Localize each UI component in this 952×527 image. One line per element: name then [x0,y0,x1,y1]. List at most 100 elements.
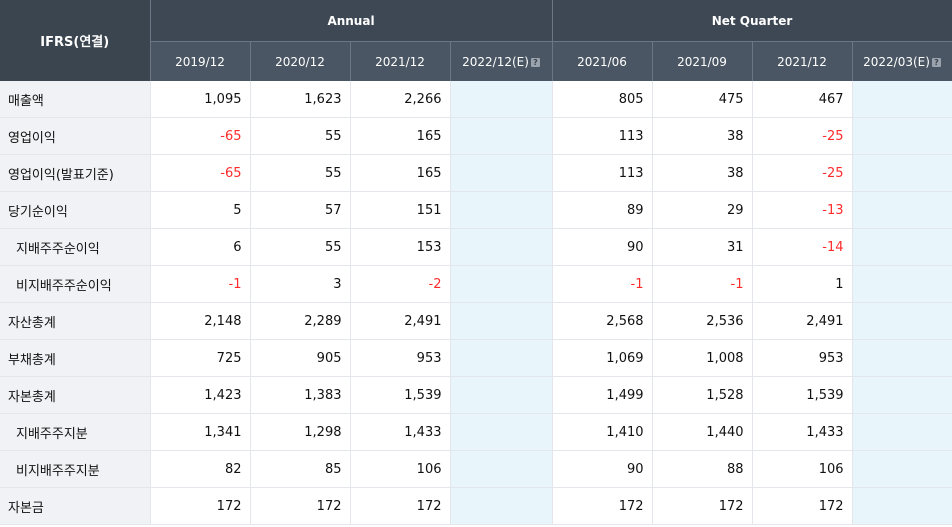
value-cell: 165 [350,117,451,155]
value-cell: 57 [250,191,351,229]
value-cell: -1 [552,265,653,303]
value-cell: -13 [752,191,853,229]
value-cell: 55 [250,117,351,155]
value-cell: 475 [652,81,753,118]
estimate-cell [450,302,553,340]
value-cell: 6 [150,228,251,266]
estimate-cell [852,117,952,155]
value-cell: -25 [752,117,853,155]
question-icon[interactable]: ? [931,57,941,67]
row-label: 부채총계 [0,339,151,377]
table-row: 지배주주지분 1,341 1,298 1,433 1,410 1,440 1,433 [0,413,952,451]
row-label: 지배주주지분 [0,413,151,451]
estimate-cell [852,339,952,377]
col-header-annual-3: 2021/12 [350,41,451,81]
estimate-cell [450,376,553,414]
value-cell: 1,433 [350,413,451,451]
value-cell: 38 [652,154,753,192]
estimate-cell [852,302,952,340]
value-cell: 953 [350,339,451,377]
col-header-label: 2021/09 [677,54,727,69]
estimate-cell [852,191,952,229]
estimate-cell [852,154,952,192]
value-cell: 1,095 [150,81,251,118]
value-cell: 1,341 [150,413,251,451]
value-cell: 905 [250,339,351,377]
value-cell: 2,266 [350,81,451,118]
row-label: 자산총계 [0,302,151,340]
row-label: 영업이익 [0,117,151,155]
table-body: 매출액 1,095 1,623 2,266 805 475 467 영업이익 -65 55 165 1… [0,81,952,525]
table-row: 비지배주주순이익 -1 3 -2 -1 -1 1 [0,265,952,303]
value-cell: 113 [552,154,653,192]
question-icon[interactable]: ? [530,57,540,67]
estimate-cell [450,487,553,525]
value-cell: 106 [350,450,451,488]
value-cell: 113 [552,117,653,155]
value-cell: 2,148 [150,302,251,340]
col-header-label: 2021/12 [777,54,827,69]
value-cell: 1,383 [250,376,351,414]
estimate-cell [852,413,952,451]
estimate-cell [450,339,553,377]
value-cell: 153 [350,228,451,266]
value-cell: 2,491 [350,302,451,340]
value-cell: 90 [552,228,653,266]
estimate-cell [450,191,553,229]
table-corner-header: IFRS(연결) [0,0,151,81]
value-cell: 1,410 [552,413,653,451]
col-header-annual-1: 2019/12 [150,41,251,81]
row-label: 지배주주순이익 [0,228,151,266]
table-row: 자본금 172 172 172 172 172 172 [0,487,952,525]
value-cell: 172 [150,487,251,525]
value-cell: 1,069 [552,339,653,377]
col-header-quarter-2: 2021/09 [652,41,753,81]
estimate-cell [450,450,553,488]
value-cell: 90 [552,450,653,488]
estimate-cell [852,228,952,266]
row-label: 자본금 [0,487,151,525]
value-cell: -65 [150,117,251,155]
value-cell: 29 [652,191,753,229]
value-cell: 85 [250,450,351,488]
table-row: 부채총계 725 905 953 1,069 1,008 953 [0,339,952,377]
value-cell: -2 [350,265,451,303]
value-cell: 1,298 [250,413,351,451]
value-cell: 1,423 [150,376,251,414]
value-cell: 151 [350,191,451,229]
col-header-label: 2022/12(E) [462,54,529,69]
value-cell: 1,433 [752,413,853,451]
col-header-label: 2019/12 [175,54,225,69]
value-cell: 467 [752,81,853,118]
estimate-cell [450,81,553,118]
value-cell: 5 [150,191,251,229]
row-label: 영업이익(발표기준) [0,154,151,192]
table-row: 매출액 1,095 1,623 2,266 805 475 467 [0,81,952,118]
estimate-cell [852,450,952,488]
table-row: 당기순이익 5 57 151 89 29 -13 [0,191,952,229]
table-row: 자본총계 1,423 1,383 1,539 1,499 1,528 1,539 [0,376,952,414]
value-cell: 2,536 [652,302,753,340]
estimate-cell [852,81,952,118]
estimate-cell [852,487,952,525]
value-cell: 1,008 [652,339,753,377]
value-cell: -65 [150,154,251,192]
col-header-quarter-estimate: 2022/03(E)? [852,41,952,81]
value-cell: 172 [350,487,451,525]
value-cell: 88 [652,450,753,488]
value-cell: 725 [150,339,251,377]
value-cell: 1,539 [752,376,853,414]
estimate-cell [450,117,553,155]
value-cell: 1,539 [350,376,451,414]
table-row: 자산총계 2,148 2,289 2,491 2,568 2,536 2,491 [0,302,952,340]
value-cell: 1,440 [652,413,753,451]
value-cell: 55 [250,228,351,266]
value-cell: 89 [552,191,653,229]
row-label: 비지배주주지분 [0,450,151,488]
annual-group-header: Annual [150,0,553,42]
quarter-group-header: Net Quarter [552,0,952,42]
estimate-cell [450,154,553,192]
value-cell: 31 [652,228,753,266]
value-cell: 2,491 [752,302,853,340]
estimate-cell [450,265,553,303]
